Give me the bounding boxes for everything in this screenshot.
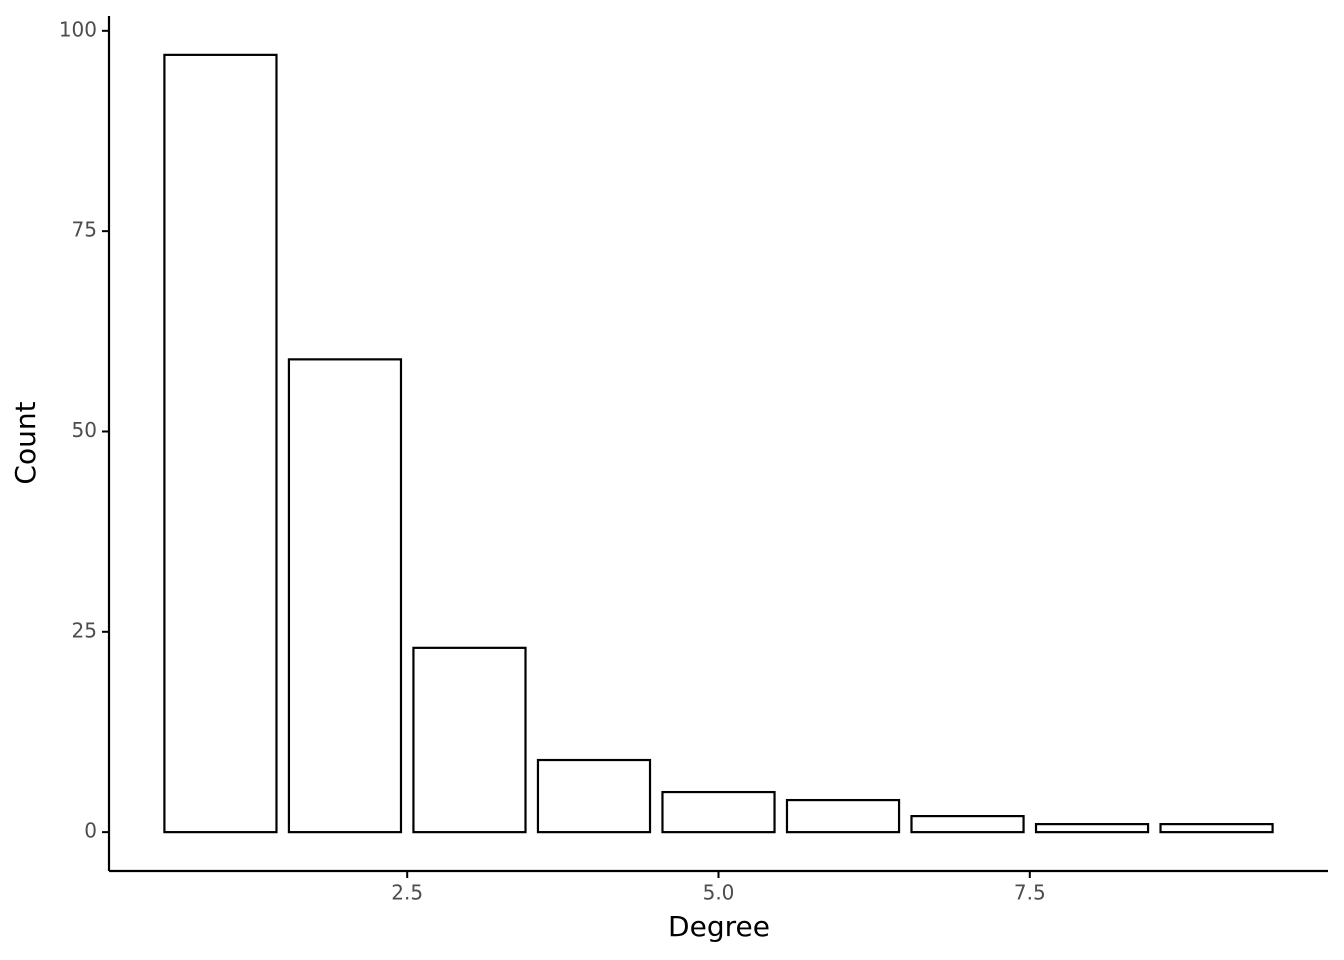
y-tick-label: 50 [72,418,97,442]
y-tick-label: 0 [84,819,97,843]
y-tick-label: 25 [72,618,97,642]
bar [536,758,652,834]
x-axis-title: Degree [668,910,770,943]
bar [910,815,1025,834]
bar [287,358,403,834]
bar [412,646,527,834]
x-tick-label: 2.5 [391,881,423,905]
y-axis-title: Count [9,401,42,484]
bar [661,790,776,834]
y-tick-label: 75 [72,218,97,242]
bar [163,53,278,834]
x-tick-label: 5.0 [703,881,735,905]
y-tick-label: 100 [59,17,97,41]
bar [785,798,901,834]
bar [1034,823,1150,834]
bar [1159,823,1274,834]
x-tick-label: 7.5 [1014,881,1046,905]
